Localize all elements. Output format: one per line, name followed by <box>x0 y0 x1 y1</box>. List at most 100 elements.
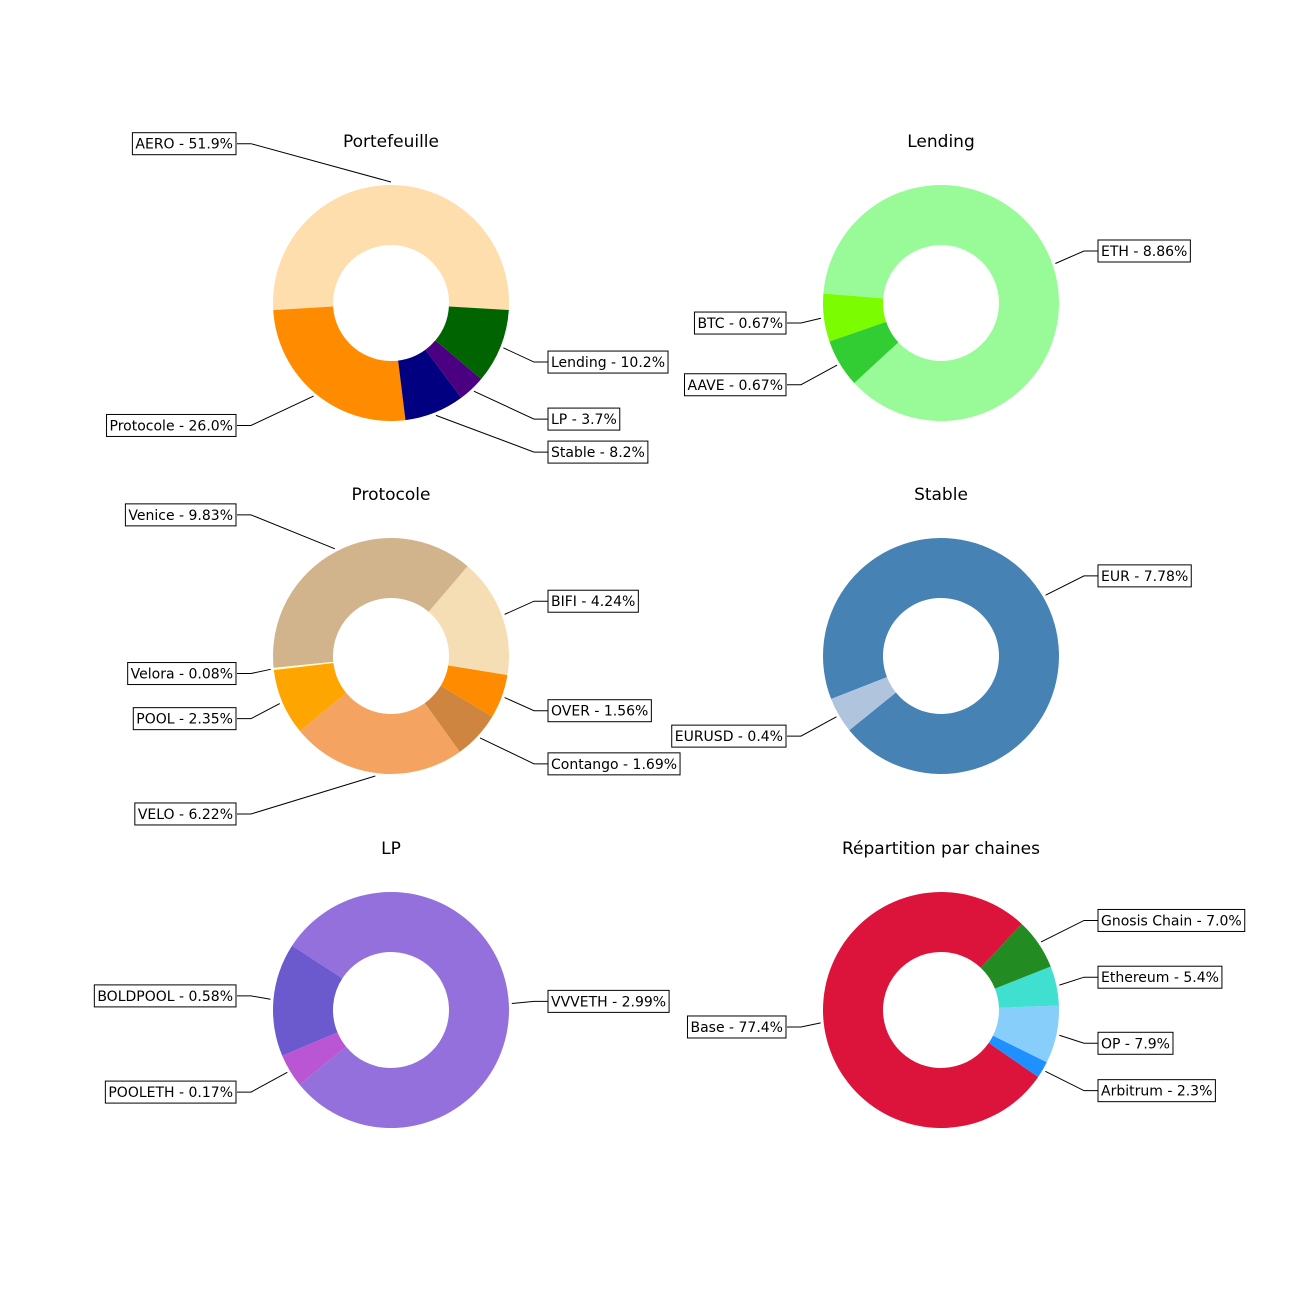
data-label: POOLETH - 0.17% <box>108 1085 233 1101</box>
leader-line <box>237 1071 288 1093</box>
wedge <box>980 923 1051 989</box>
data-label: VVVETH - 2.99% <box>551 994 666 1010</box>
label-box <box>671 724 787 748</box>
leader-line <box>237 668 271 675</box>
wedge <box>273 306 406 421</box>
chart-title: Lending <box>907 132 975 152</box>
chart-title: Portefeuille <box>343 132 439 152</box>
data-label: Ethereum - 5.4% <box>1101 970 1219 986</box>
data-label: Arbitrum - 2.3% <box>1101 1084 1212 1100</box>
label-box <box>104 1080 237 1104</box>
leader-line <box>1059 976 1098 986</box>
data-label: Gnosis Chain - 7.0% <box>1101 913 1242 929</box>
leader-line <box>511 1000 548 1004</box>
wedge <box>272 184 509 311</box>
wedge <box>440 665 508 717</box>
data-label: Base - 77.4% <box>690 1020 783 1036</box>
wedge <box>273 662 347 731</box>
leader-line <box>237 143 392 183</box>
leader-line <box>435 414 548 453</box>
label-box <box>131 132 237 156</box>
data-label: EURUSD - 0.4% <box>675 729 783 745</box>
label-box <box>1097 564 1192 588</box>
leader-line <box>237 703 280 720</box>
donut-chart: Répartition par chaines Gnosis Chain - 7.… <box>686 839 1246 1128</box>
label-box <box>547 989 670 1013</box>
donut-chart: LP VVVETH - 2.99% BOLDPOOL - 0.58% POOLETH … <box>93 839 670 1128</box>
label-box <box>132 707 237 731</box>
leader-line <box>1059 1034 1098 1044</box>
wedge <box>273 945 343 1056</box>
donut-chart: Stable EUR - 7.78% EURUSD - 0.4% <box>671 485 1192 774</box>
chart-title: LP <box>381 839 401 859</box>
label-box <box>1097 239 1191 263</box>
data-label: BTC - 0.67% <box>697 316 783 332</box>
donut-chart: Protocole BIFI - 4.24% OVER - 1.56% Contang… <box>124 485 681 826</box>
data-label: VELO - 6.22% <box>138 807 233 823</box>
leader-line <box>504 600 548 615</box>
wedge <box>994 966 1059 1008</box>
wedge <box>831 677 896 731</box>
label-box <box>93 984 237 1008</box>
wedge <box>425 340 482 398</box>
wedge <box>424 685 493 752</box>
label-box <box>547 350 669 374</box>
label-box <box>693 311 787 335</box>
data-label: AERO - 51.9% <box>135 137 233 153</box>
leader-line <box>504 697 548 712</box>
data-label: Contango - 1.69% <box>551 757 677 773</box>
data-label: Lending - 10.2% <box>551 355 665 371</box>
chart-title: Protocole <box>352 485 431 505</box>
label-box <box>547 407 621 431</box>
leader-line <box>503 347 548 363</box>
wedge <box>292 891 509 1128</box>
data-label: OP - 7.9% <box>1101 1036 1170 1052</box>
leader-line <box>787 1022 821 1028</box>
data-label: ETH - 8.86% <box>1101 244 1187 260</box>
wedge <box>398 349 462 421</box>
label-box <box>1097 965 1223 989</box>
wedge <box>823 293 887 342</box>
label-box <box>106 413 237 437</box>
chart-title: Stable <box>914 485 968 505</box>
wedge <box>273 661 334 671</box>
wedge <box>299 692 460 774</box>
leader-line <box>479 737 548 765</box>
label-box <box>684 373 787 397</box>
wedge <box>993 1005 1059 1063</box>
label-box <box>1097 1031 1174 1055</box>
label-box <box>1097 908 1246 932</box>
label-box <box>124 503 237 527</box>
wedge <box>435 306 509 380</box>
data-label: BOLDPOOL - 0.58% <box>97 989 233 1005</box>
label-box <box>686 1015 787 1039</box>
leader-line <box>237 514 336 550</box>
leader-line <box>787 317 822 324</box>
data-label: AAVE - 0.67% <box>688 378 784 394</box>
wedge <box>988 1035 1047 1077</box>
label-box <box>134 802 237 826</box>
wedge <box>823 538 1059 774</box>
wedge <box>272 537 468 668</box>
wedge <box>829 321 899 384</box>
wedge <box>823 185 1059 421</box>
leader-line <box>1045 575 1098 596</box>
label-box <box>127 662 237 686</box>
chart-title: Répartition par chaines <box>842 839 1040 859</box>
label-box <box>547 752 681 776</box>
data-label: Protocole - 26.0% <box>110 418 233 434</box>
data-label: POOL - 2.35% <box>136 712 233 728</box>
data-label: BIFI - 4.24% <box>551 594 635 610</box>
leader-line <box>473 390 548 420</box>
label-box <box>547 589 639 613</box>
leader-line <box>1055 250 1098 264</box>
donut-chart: Portefeuille Lending - 10.2% LP - 3.7% Stab… <box>106 132 669 464</box>
leader-line <box>237 395 314 426</box>
data-label: EUR - 7.78% <box>1101 569 1188 585</box>
leader-line <box>1040 919 1098 943</box>
leader-line <box>237 995 271 1000</box>
label-box <box>547 699 652 723</box>
data-label: Venice - 9.83% <box>128 508 233 524</box>
data-label: Velora - 0.08% <box>131 667 233 683</box>
